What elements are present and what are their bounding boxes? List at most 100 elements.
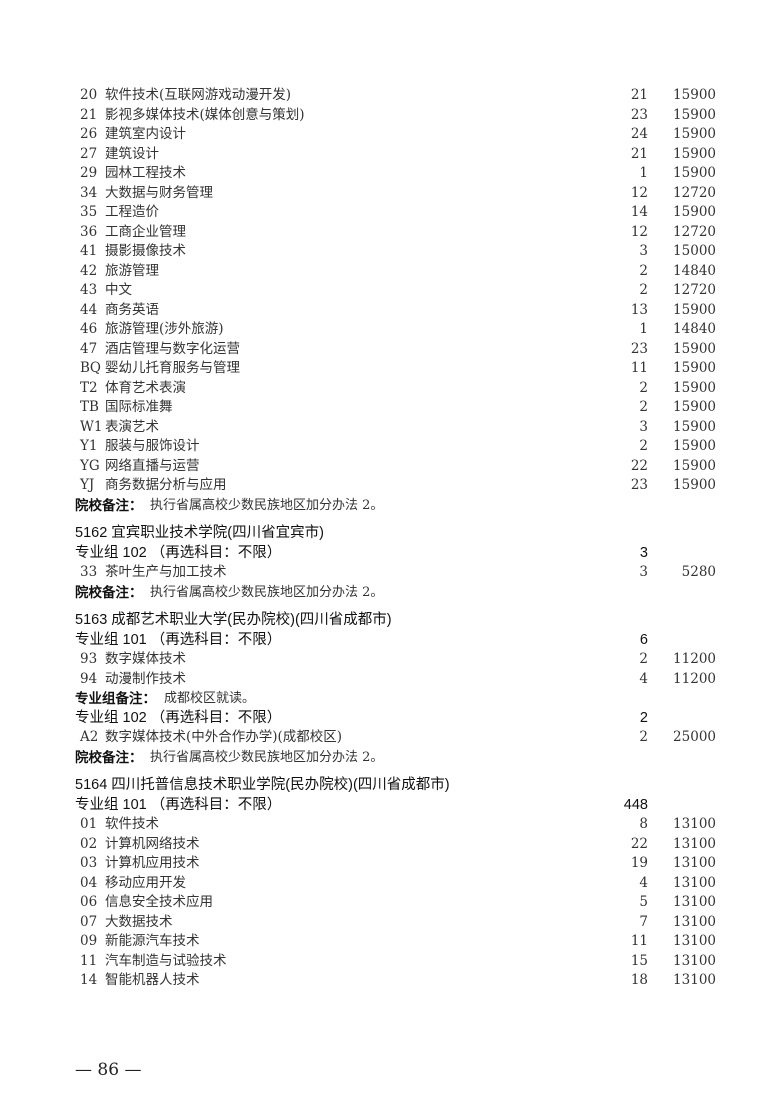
major-row: 02 计算机网络技术 22 13100: [0, 835, 777, 855]
plan-count: 1: [639, 165, 648, 181]
plan-count: 2: [639, 651, 648, 667]
major-row: 44 商务英语 13 15900: [0, 301, 777, 321]
plan-count: 11: [630, 933, 648, 949]
major-code: 34: [80, 184, 98, 201]
plan-count: 21: [630, 145, 648, 162]
tuition-fee: 15900: [673, 165, 716, 181]
major-code: 42: [80, 262, 98, 279]
major-code: W1: [80, 418, 103, 435]
tuition-fee: 15900: [673, 301, 716, 318]
major-row: 33 茶叶生产与加工技术 3 5280: [0, 563, 777, 583]
tuition-fee: 15900: [673, 204, 716, 220]
major-row: 35 工程造价 14 15900: [0, 203, 777, 223]
tuition-fee: 12720: [673, 184, 716, 201]
major-row: Y1 服装与服饰设计 2 15900: [0, 437, 777, 457]
major-name: 智能机器人技术: [105, 972, 200, 988]
group-title: 专业组 101 （再选科目：不限）: [75, 796, 282, 813]
major-row: W1 表演艺术 3 15900: [0, 418, 777, 438]
major-row: 14 智能机器人技术 18 13100: [0, 971, 777, 991]
major-code: 06: [80, 894, 98, 910]
major-name: 服装与服饰设计: [105, 438, 200, 454]
major-name: 新能源汽车技术: [105, 933, 200, 949]
tuition-fee: 13100: [673, 894, 716, 910]
group-title: 专业组 102 （再选科目：不限）: [75, 709, 282, 726]
plan-count: 4: [639, 670, 648, 687]
tuition-fee: 15900: [673, 87, 716, 103]
tuition-fee: 15900: [673, 399, 716, 415]
major-code: 47: [80, 340, 98, 357]
major-name: 信息安全技术应用: [105, 894, 213, 910]
plan-count: 12: [630, 184, 648, 201]
tuition-fee: 13100: [673, 835, 716, 852]
major-name: 商务英语: [105, 301, 159, 318]
major-name: 建筑设计: [105, 145, 159, 162]
tuition-fee: 13100: [673, 913, 716, 930]
major-code: YG: [80, 457, 100, 474]
plan-count: 18: [630, 972, 648, 988]
tuition-fee: 11200: [673, 670, 716, 687]
major-row: BQ 婴幼儿托育服务与管理 11 15900: [0, 359, 777, 379]
plan-count: 2: [639, 282, 648, 298]
major-code: 11: [80, 952, 98, 969]
tuition-fee: 15900: [673, 106, 716, 123]
major-row: YG 网络直播与运营 22 15900: [0, 457, 777, 477]
plan-count: 13: [630, 301, 648, 318]
plan-count: 22: [630, 457, 648, 474]
tuition-fee: 15900: [673, 126, 716, 142]
major-name: 数字媒体技术(中外合作办学)(成都校区): [105, 729, 343, 745]
group-title: 专业组 101 （再选科目：不限）: [75, 631, 282, 648]
major-name: 软件技术: [105, 816, 159, 832]
major-name: 工程造价: [105, 204, 159, 220]
major-name: 汽车制造与试验技术: [105, 952, 227, 969]
plan-count: 2: [639, 399, 648, 415]
tuition-fee: 15000: [673, 243, 716, 259]
school-note: 院校备注： 执行省属高校少数民族地区加分办法 2。: [0, 748, 777, 768]
major-code: 33: [80, 564, 98, 580]
tuition-fee: 15900: [673, 477, 716, 493]
major-code: T2: [80, 379, 98, 396]
major-group-header: 专业组 102 （再选科目：不限） 2: [0, 709, 777, 729]
plan-count: 23: [630, 106, 648, 123]
school-title: 5164 四川托普信息技术职业学院(民办院校)(四川省成都市): [75, 777, 450, 793]
note-label: 院校备注：: [75, 584, 143, 600]
major-code: BQ: [80, 360, 101, 376]
plan-count: 24: [630, 126, 648, 142]
tuition-fee: 14840: [673, 262, 716, 279]
tuition-fee: 11200: [673, 651, 716, 667]
plan-count: 15: [630, 952, 648, 969]
plan-count: 22: [630, 835, 648, 852]
major-code: 09: [80, 933, 98, 949]
major-code: Y1: [80, 438, 98, 454]
tuition-fee: 15900: [673, 457, 716, 474]
group-count: 448: [623, 796, 648, 813]
tuition-fee: 5280: [681, 564, 716, 580]
major-code: 43: [80, 282, 98, 298]
plan-count: 1: [639, 321, 648, 337]
major-code: YJ: [80, 477, 95, 493]
major-code: 01: [80, 816, 98, 832]
school-title: 5162 宜宾职业技术学院(四川省宜宾市): [75, 525, 324, 541]
note-text: 执行省属高校少数民族地区加分办法 2。: [150, 749, 384, 765]
major-name: 数字媒体技术: [105, 651, 186, 667]
major-row: 20 软件技术(互联网游戏动漫开发) 21 15900: [0, 86, 777, 106]
major-row: 94 动漫制作技术 4 11200: [0, 670, 777, 690]
tuition-fee: 15900: [673, 145, 716, 162]
major-name: 旅游管理(涉外旅游): [105, 321, 224, 337]
major-code: 27: [80, 145, 98, 162]
tuition-fee: 13100: [673, 874, 716, 891]
major-name: 中文: [105, 282, 132, 298]
major-code: 41: [80, 243, 98, 259]
major-name: 工商企业管理: [105, 223, 186, 240]
group-count: 3: [639, 544, 648, 561]
major-name: 国际标准舞: [105, 399, 173, 415]
major-name: 建筑室内设计: [105, 126, 186, 142]
major-name: 网络直播与运营: [105, 457, 200, 474]
note-text: 执行省属高校少数民族地区加分办法 2。: [150, 584, 384, 600]
major-code: 26: [80, 126, 98, 142]
major-name: 园林工程技术: [105, 165, 186, 181]
page-number: — 86 —: [75, 1060, 142, 1080]
major-code: 36: [80, 223, 98, 240]
note-label: 院校备注：: [75, 497, 143, 513]
major-row: 11 汽车制造与试验技术 15 13100: [0, 952, 777, 972]
plan-count: 19: [630, 855, 648, 871]
